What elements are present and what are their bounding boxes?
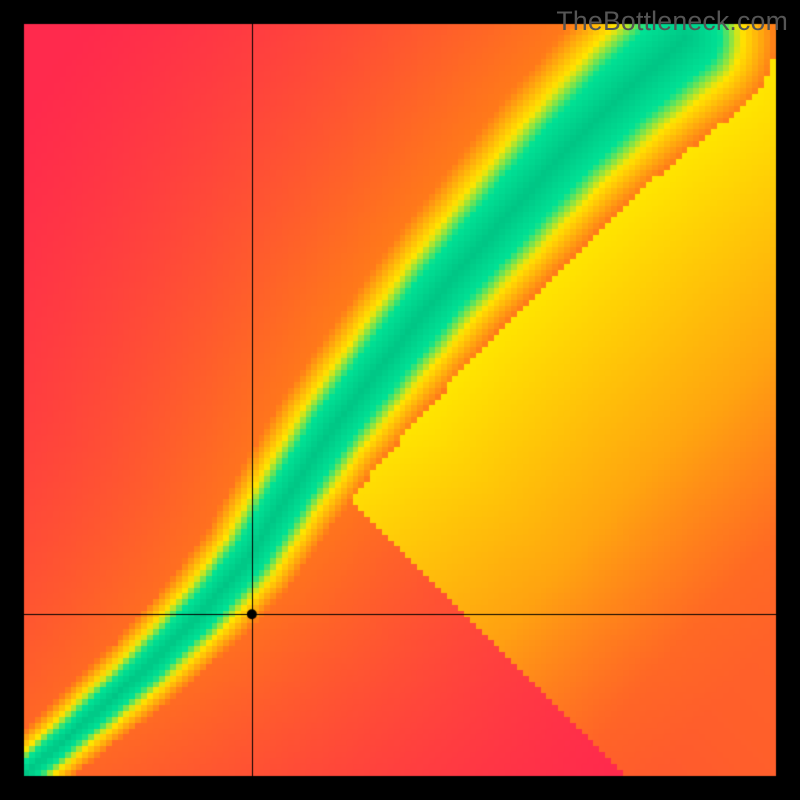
bottleneck-heatmap bbox=[0, 0, 800, 800]
chart-container: TheBottleneck.com bbox=[0, 0, 800, 800]
